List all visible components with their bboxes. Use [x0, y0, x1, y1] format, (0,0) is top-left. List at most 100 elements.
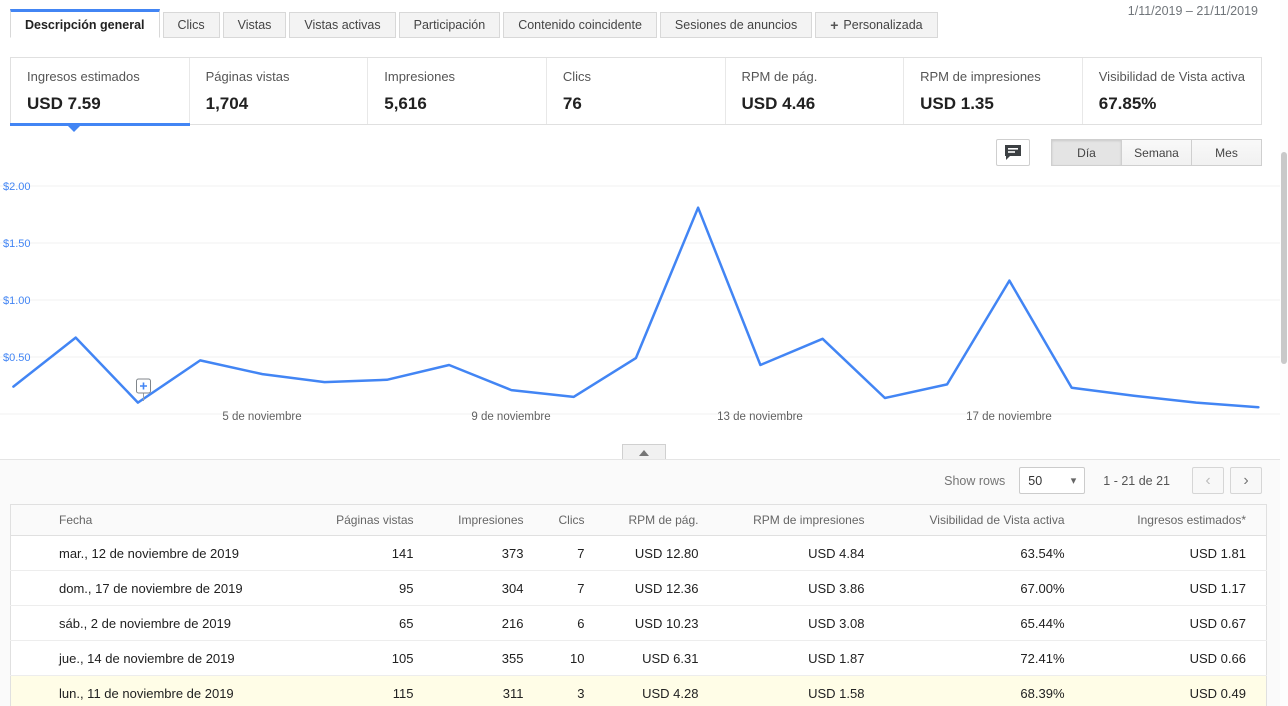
table-header-row: Fecha Páginas vistas Impresiones Clics R… [10, 504, 1267, 536]
column-header-ingresos[interactable]: Ingresos estimados* [1084, 504, 1267, 536]
metric-value: 76 [562, 94, 582, 113]
show-rows-label: Show rows [944, 473, 1006, 488]
column-header-rpm-pagina[interactable]: RPM de pág. [604, 504, 719, 536]
table-controls: Show rows 50 ▾ 1 - 21 de 21 ‹ › [944, 467, 1262, 494]
tab-clics[interactable]: Clics [162, 12, 220, 38]
metric-label: RPM de pág. [741, 69, 818, 84]
metric-label: Páginas vistas [205, 69, 290, 84]
column-header-fecha[interactable]: Fecha [10, 504, 309, 536]
metric-card-impresiones[interactable]: Impresiones 5,616 [368, 58, 547, 124]
metric-label: Clics [562, 69, 592, 84]
granularity-toggle: Día Semana Mes [1051, 139, 1262, 166]
column-header-clics[interactable]: Clics [543, 504, 605, 536]
tab-descripcion-general[interactable]: Descripción general [10, 9, 160, 38]
cell-fecha: dom., 17 de noviembre de 2019 [10, 570, 309, 606]
cell-fecha: jue., 14 de noviembre de 2019 [10, 640, 309, 676]
chart-controls: Día Semana Mes [996, 139, 1262, 166]
cell-paginas-vistas: 105 [308, 640, 434, 676]
chevron-left-icon: ‹ [1205, 471, 1211, 489]
x-axis-tick: 9 de noviembre [471, 411, 550, 423]
cell-ingresos: USD 1.81 [1084, 535, 1267, 571]
tab-label: Sesiones de anuncios [674, 18, 798, 32]
metric-card-paginas-vistas[interactable]: Páginas vistas 1,704 [190, 58, 369, 124]
cell-visibilidad: 67.00% [884, 570, 1085, 606]
metric-value: 1,704 [205, 94, 249, 113]
annotations-button[interactable] [996, 139, 1030, 166]
cell-visibilidad: 63.54% [884, 535, 1085, 571]
metric-card-visibilidad[interactable]: Visibilidad de Vista activa 67.85% [1083, 58, 1261, 124]
tab-contenido-coincidente[interactable]: Contenido coincidente [503, 12, 657, 38]
metric-value: USD 1.35 [920, 94, 994, 113]
cell-impresiones: 373 [433, 535, 544, 571]
granularity-mes-button[interactable]: Mes [1191, 139, 1262, 166]
tab-label: Vistas [237, 18, 272, 32]
metric-value: USD 4.46 [741, 94, 816, 113]
table-row[interactable]: sáb., 2 de noviembre de 2019 65 216 6 US… [10, 605, 1267, 641]
cell-visibilidad: 72.41% [884, 640, 1085, 676]
chart-annotation-marker[interactable] [136, 378, 151, 401]
table-row[interactable]: dom., 17 de noviembre de 2019 95 304 7 U… [10, 570, 1267, 606]
cell-fecha: lun., 11 de noviembre de 2019 [10, 675, 309, 706]
metric-value: USD 7.59 [27, 94, 101, 113]
table-row[interactable]: mar., 12 de noviembre de 2019 141 373 7 … [10, 535, 1267, 571]
metric-card-clics[interactable]: Clics 76 [547, 58, 726, 124]
cell-paginas-vistas: 141 [308, 535, 434, 571]
metric-card-rpm-pagina[interactable]: RPM de pág. USD 4.46 [726, 58, 905, 124]
tab-label: Personalizada [843, 18, 923, 32]
tab-vistas-activas[interactable]: Vistas activas [289, 12, 396, 38]
daily-report-table: Fecha Páginas vistas Impresiones Clics R… [10, 504, 1267, 706]
cell-rpm-pagina: USD 6.31 [604, 640, 719, 676]
cell-clics: 6 [543, 605, 605, 641]
cell-rpm-impresiones: USD 4.84 [718, 535, 885, 571]
metric-cards: Ingresos estimados USD 7.59 Páginas vist… [10, 57, 1262, 132]
x-axis-tick: 5 de noviembre [222, 411, 301, 423]
cell-rpm-pagina: USD 12.80 [604, 535, 719, 571]
tab-personalizada[interactable]: + Personalizada [815, 12, 938, 38]
granularity-semana-button[interactable]: Semana [1121, 139, 1192, 166]
column-header-rpm-impresiones[interactable]: RPM de impresiones [718, 504, 885, 536]
caret-up-icon [639, 449, 649, 456]
table-row[interactable]: lun., 11 de noviembre de 2019 115 311 3 … [10, 675, 1267, 706]
cell-paginas-vistas: 115 [308, 675, 434, 706]
metric-label: Impresiones [384, 69, 456, 84]
column-header-visibilidad[interactable]: Visibilidad de Vista activa [884, 504, 1085, 536]
y-axis-tick: $1.00 [3, 295, 31, 307]
cell-clics: 10 [543, 640, 605, 676]
cell-ingresos: USD 0.49 [1084, 675, 1267, 706]
cell-fecha: sáb., 2 de noviembre de 2019 [10, 605, 309, 641]
granularity-dia-button[interactable]: Día [1051, 139, 1122, 166]
chevron-right-icon: › [1243, 471, 1249, 489]
cell-impresiones: 355 [433, 640, 544, 676]
scrollbar-track[interactable] [1280, 0, 1288, 706]
cell-ingresos: USD 1.17 [1084, 570, 1267, 606]
metric-card-rpm-impresiones[interactable]: RPM de impresiones USD 1.35 [904, 58, 1083, 124]
cell-ingresos: USD 0.66 [1084, 640, 1267, 676]
y-axis-tick: $1.50 [3, 238, 31, 250]
column-header-paginas-vistas[interactable]: Páginas vistas [308, 504, 434, 536]
cell-clics: 3 [543, 675, 605, 706]
metric-value: 5,616 [384, 94, 427, 113]
cell-rpm-impresiones: USD 3.08 [718, 605, 885, 641]
cell-rpm-pagina: USD 10.23 [604, 605, 719, 641]
tab-vistas[interactable]: Vistas [222, 12, 287, 38]
scrollbar-thumb[interactable] [1281, 152, 1287, 364]
tab-sesiones-de-anuncios[interactable]: Sesiones de anuncios [659, 12, 813, 38]
rows-per-page-select[interactable]: 50 ▾ [1019, 467, 1086, 494]
x-axis-tick: 13 de noviembre [717, 411, 803, 423]
tab-participacion[interactable]: Participación [398, 12, 501, 38]
table-row[interactable]: jue., 14 de noviembre de 2019 105 355 10… [10, 640, 1267, 676]
date-range: 1/11/2019 – 21/11/2019 [1127, 4, 1258, 18]
previous-page-button[interactable]: ‹ [1192, 467, 1224, 494]
metric-label: Ingresos estimados [27, 69, 140, 84]
metric-label: RPM de impresiones [920, 69, 1041, 84]
cell-visibilidad: 65.44% [884, 605, 1085, 641]
collapse-chart-button[interactable] [622, 444, 666, 460]
tab-label: Participación [413, 18, 486, 32]
cell-fecha: mar., 12 de noviembre de 2019 [10, 535, 309, 571]
y-axis-tick: $2.00 [3, 181, 31, 193]
next-page-button[interactable]: › [1230, 467, 1262, 494]
metric-card-ingresos-estimados[interactable]: Ingresos estimados USD 7.59 [10, 58, 190, 132]
column-header-impresiones[interactable]: Impresiones [433, 504, 544, 536]
cell-clics: 7 [543, 535, 605, 571]
cell-rpm-impresiones: USD 1.58 [718, 675, 885, 706]
